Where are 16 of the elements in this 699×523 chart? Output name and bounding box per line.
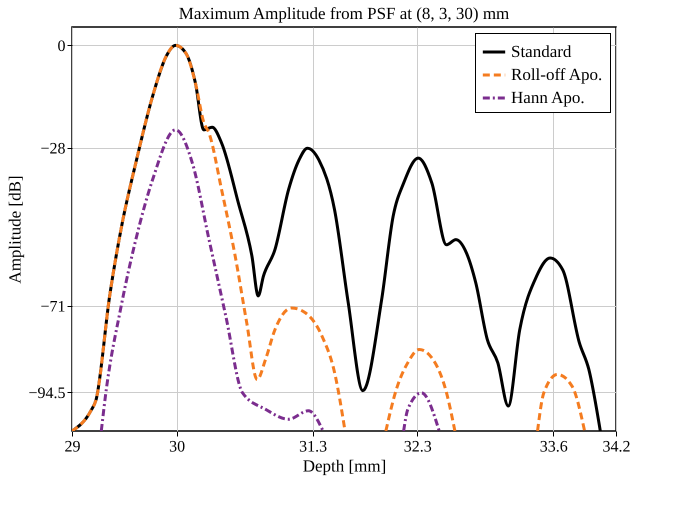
x-tick-label: 34.2 — [602, 438, 630, 456]
legend-label: Roll-off Apo. — [511, 65, 602, 84]
y-tick-label: −71 — [40, 298, 66, 316]
x-tick-label: 30 — [169, 438, 186, 456]
y-tick-label: −94.5 — [28, 384, 66, 402]
x-tick-label: 32.3 — [404, 438, 432, 456]
y-tick-label: −28 — [40, 140, 66, 158]
x-tick-label: 29 — [64, 438, 80, 456]
legend-label: Standard — [511, 42, 572, 61]
y-axis-title: Amplitude [dB] — [5, 175, 24, 284]
x-axis-title: Depth [mm] — [302, 456, 386, 476]
legend-label: Hann Apo. — [511, 88, 585, 107]
x-tick-label: 31.3 — [299, 438, 328, 456]
y-tick-label: 0 — [58, 38, 66, 55]
chart-title: Maximum Amplitude from PSF at (8, 3, 30) mm — [178, 4, 510, 23]
x-tick-label: 33.6 — [540, 438, 568, 456]
